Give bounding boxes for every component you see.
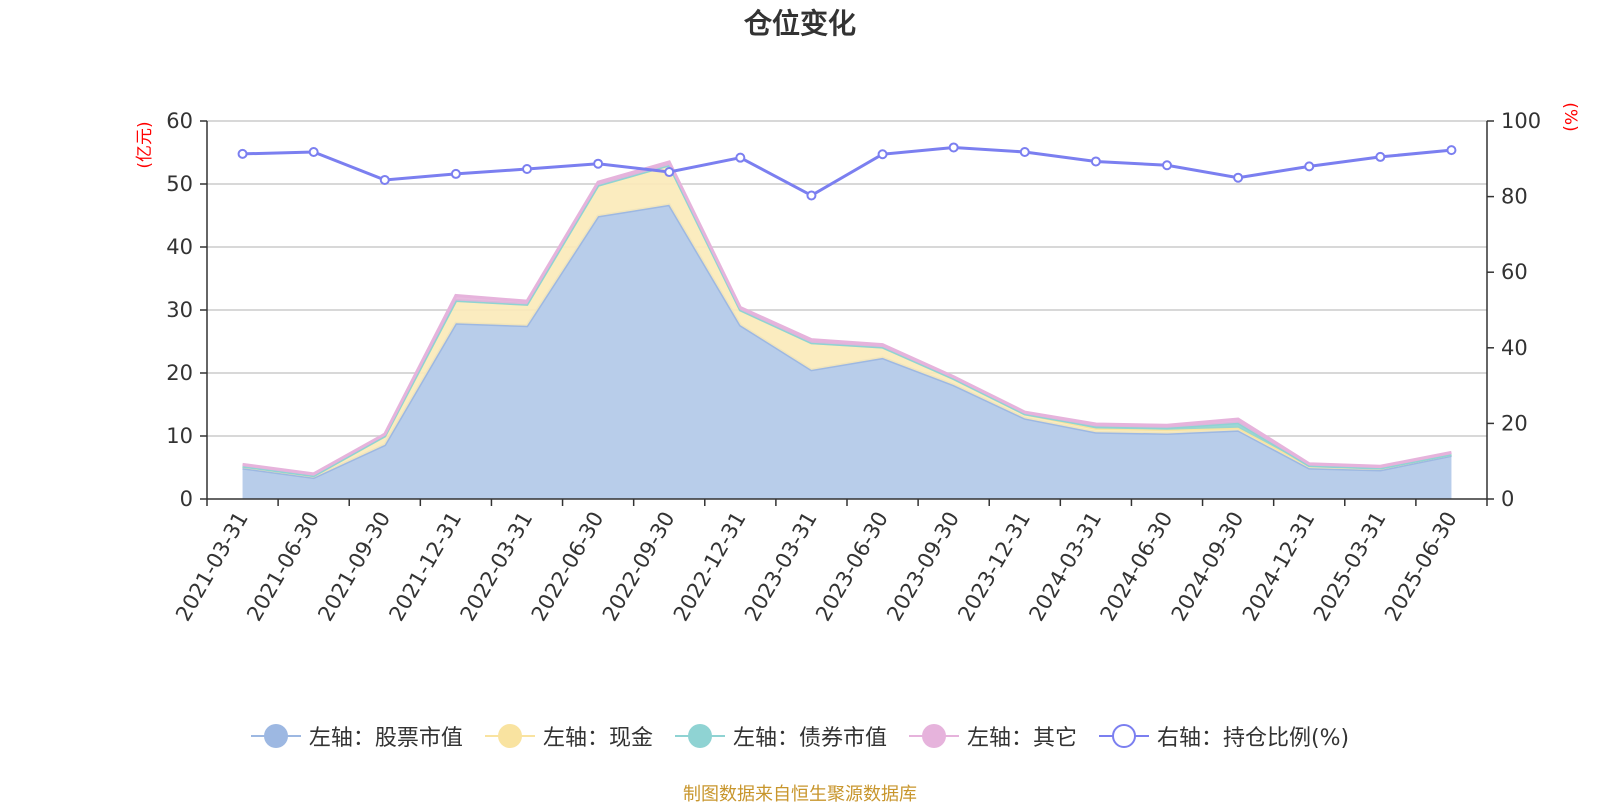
legend-other-label: 左轴：其它	[966, 726, 1077, 751]
right-tick-label: 100	[1501, 109, 1541, 133]
ratio-point	[735, 152, 746, 163]
legend-other-dot	[921, 724, 946, 748]
legend-bond-dot	[687, 724, 712, 748]
ratio-series-layer	[237, 142, 1457, 201]
area-series-layer	[242, 160, 1452, 500]
ratio-point	[664, 167, 675, 178]
ratio-point	[593, 158, 604, 169]
left-tick-label: 60	[166, 109, 193, 133]
left-tick-label: 0	[180, 487, 193, 511]
area-cash	[242, 165, 1452, 478]
ratio-point	[948, 142, 959, 153]
legend-item-other[interactable]: 左轴：其它	[908, 720, 1077, 752]
legend-bond-label: 左轴：债券市值	[732, 726, 887, 751]
legend-ratio-label: 右轴：持仓比例(%)	[1156, 726, 1350, 751]
legend-item-cash[interactable]: 左轴：现金	[484, 720, 653, 752]
left-tick-label: 10	[166, 424, 193, 448]
x-tick-label: 2023-09-30	[882, 508, 964, 626]
left-tick-label: 20	[166, 361, 193, 385]
legend-other-marker	[908, 723, 959, 749]
ratio-point	[1304, 161, 1315, 172]
legend-stock-marker	[250, 723, 301, 749]
right-tick-label: 20	[1501, 411, 1528, 435]
legend-cash-label: 左轴：现金	[542, 726, 653, 751]
right-axis-unit: (%)	[1560, 102, 1580, 131]
legend-ratio-dot	[1111, 724, 1136, 748]
legend-item-stock[interactable]: 左轴：股票市值	[250, 720, 463, 752]
ratio-point	[237, 148, 248, 159]
right-tick-label: 0	[1501, 487, 1514, 511]
ratio-point	[1375, 151, 1386, 162]
chart-title: 仓位变化	[743, 7, 856, 40]
x-tick-label: 2022-09-30	[598, 508, 680, 626]
legend-item-ratio[interactable]: 右轴：持仓比例(%)	[1098, 720, 1350, 752]
ratio-point	[450, 168, 461, 179]
left-tick-label: 30	[166, 298, 193, 322]
ratio-point	[1019, 146, 1030, 157]
legend: 左轴：股票市值 左轴：现金 左轴：债券市值 左轴：其它 右轴：持仓比例(%)	[0, 720, 1600, 752]
source-note: 制图数据来自恒生聚源数据库	[683, 784, 917, 805]
x-tick-label: 2025-03-31	[1309, 508, 1391, 626]
x-tick-label: 2023-12-31	[953, 508, 1035, 626]
ratio-point	[1162, 160, 1172, 171]
x-tick-label: 2024-12-31	[1238, 508, 1320, 626]
legend-ratio-marker	[1098, 723, 1149, 749]
x-tick-label: 2022-06-30	[527, 508, 609, 626]
right-tick-label: 80	[1501, 185, 1528, 209]
ratio-point	[379, 174, 390, 185]
area-stock	[242, 204, 1452, 500]
legend-stock-label: 左轴：股票市值	[308, 726, 463, 751]
ratio-point	[877, 149, 888, 160]
ratio-point	[1233, 172, 1244, 183]
x-tick-label: 2022-12-31	[669, 508, 751, 626]
x-tick-label: 2024-06-30	[1096, 508, 1178, 626]
x-tick-label: 2021-12-31	[384, 508, 466, 626]
x-tick-label: 2024-03-31	[1024, 508, 1106, 626]
ratio-point	[308, 146, 319, 157]
ratio-point	[1446, 145, 1457, 156]
x-tick-label: 2024-09-30	[1167, 508, 1249, 626]
line-other	[242, 160, 1452, 476]
x-tick-label: 2021-03-31	[171, 508, 253, 626]
ratio-point	[1090, 156, 1101, 167]
right-tick-label: 60	[1501, 260, 1528, 284]
right-tick-label: 40	[1501, 336, 1528, 360]
ratio-line	[242, 145, 1452, 198]
x-tick-label: 2021-06-30	[242, 508, 324, 626]
left-axis-unit: (亿元)	[135, 121, 155, 168]
ratio-point	[806, 190, 817, 201]
legend-cash-marker	[484, 723, 535, 749]
x-tick-label: 2023-03-31	[740, 508, 822, 626]
x-tick-label: 2025-06-30	[1380, 508, 1462, 626]
legend-bond-marker	[674, 723, 725, 749]
legend-cash-dot	[497, 724, 522, 748]
legend-stock-dot	[263, 724, 288, 748]
x-tick-label: 2021-09-30	[313, 508, 395, 626]
x-tick-label: 2023-06-30	[811, 508, 893, 626]
ratio-point	[522, 164, 532, 175]
legend-item-bond[interactable]: 左轴：债券市值	[674, 720, 887, 752]
left-tick-label: 40	[166, 235, 193, 259]
left-tick-label: 50	[166, 172, 193, 196]
x-tick-label: 2022-03-31	[456, 508, 538, 626]
